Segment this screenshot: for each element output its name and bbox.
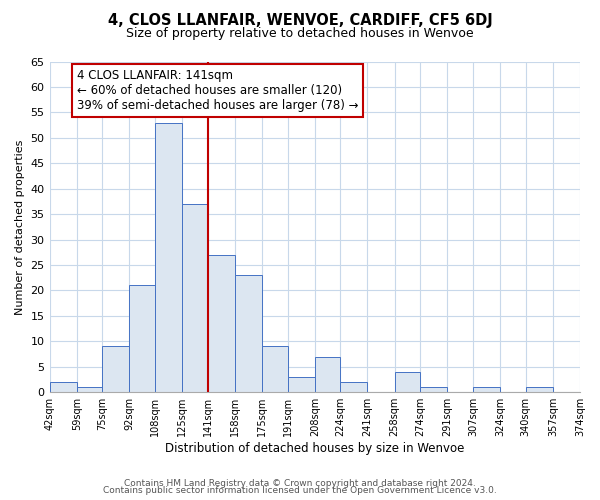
Bar (130, 286, 155, 392)
Text: 4 CLOS LLANFAIR: 141sqm
← 60% of detached houses are smaller (120)
39% of semi-d: 4 CLOS LLANFAIR: 141sqm ← 60% of detache… (77, 69, 358, 112)
Bar (262, 346, 287, 392)
Bar (102, 346, 130, 392)
Bar (235, 275, 262, 392)
Bar (473, 387, 500, 392)
Bar (526, 387, 553, 392)
Bar (208, 255, 235, 392)
Bar (315, 356, 340, 392)
Bar (182, 204, 208, 392)
Text: Contains HM Land Registry data © Crown copyright and database right 2024.: Contains HM Land Registry data © Crown c… (124, 478, 476, 488)
Bar (420, 387, 448, 392)
Text: Contains public sector information licensed under the Open Government Licence v3: Contains public sector information licen… (103, 486, 497, 495)
X-axis label: Distribution of detached houses by size in Wenvoe: Distribution of detached houses by size … (165, 442, 464, 455)
Text: Size of property relative to detached houses in Wenvoe: Size of property relative to detached ho… (126, 28, 474, 40)
Bar (77, 387, 102, 392)
Text: 4, CLOS LLANFAIR, WENVOE, CARDIFF, CF5 6DJ: 4, CLOS LLANFAIR, WENVOE, CARDIFF, CF5 6… (107, 12, 493, 28)
Bar (340, 382, 367, 392)
Bar (395, 372, 420, 392)
Bar (50, 382, 77, 392)
Bar (155, 122, 182, 392)
Y-axis label: Number of detached properties: Number of detached properties (15, 139, 25, 314)
Bar (287, 377, 315, 392)
